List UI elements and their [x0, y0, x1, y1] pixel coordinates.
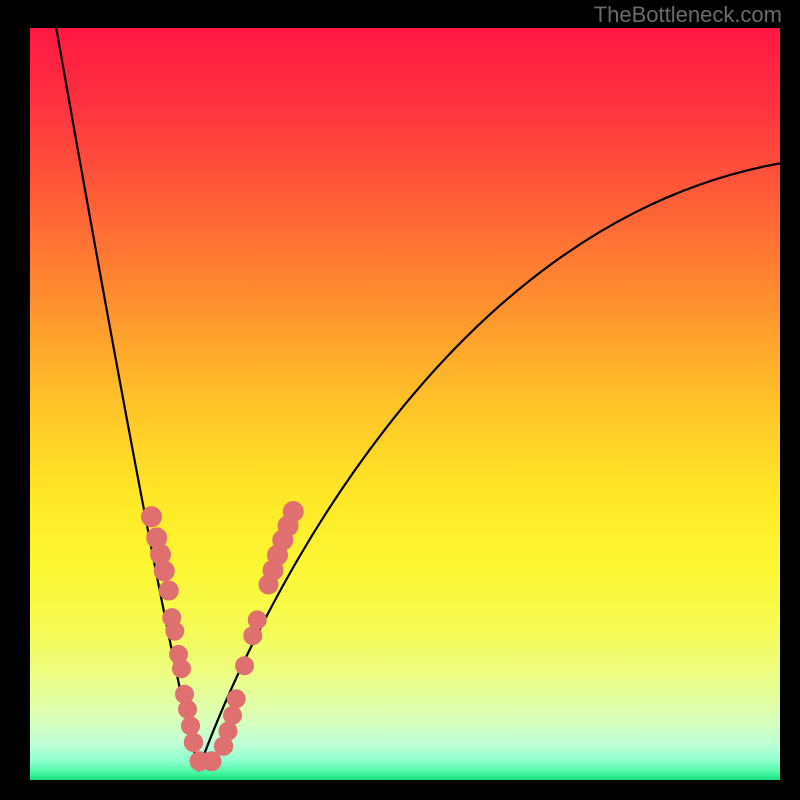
scatter-point [182, 717, 200, 735]
scatter-point [154, 561, 174, 581]
scatter-point [227, 690, 245, 708]
watermark-text: TheBottleneck.com [594, 2, 782, 28]
scatter-point [224, 706, 242, 724]
scatter-point [248, 611, 266, 629]
scatter-point [236, 657, 254, 675]
scatter-point [173, 660, 191, 678]
scatter-point [283, 502, 303, 522]
scatter-point [184, 733, 202, 751]
scatter-point [179, 700, 197, 718]
chart-plot-area [30, 28, 780, 780]
scatter-point [159, 581, 178, 600]
chart-svg [30, 28, 780, 780]
scatter-point [166, 622, 184, 640]
scatter-point [219, 722, 237, 740]
scatter-point [244, 627, 262, 645]
scatter-point [142, 507, 162, 527]
scatter-point [202, 752, 221, 771]
